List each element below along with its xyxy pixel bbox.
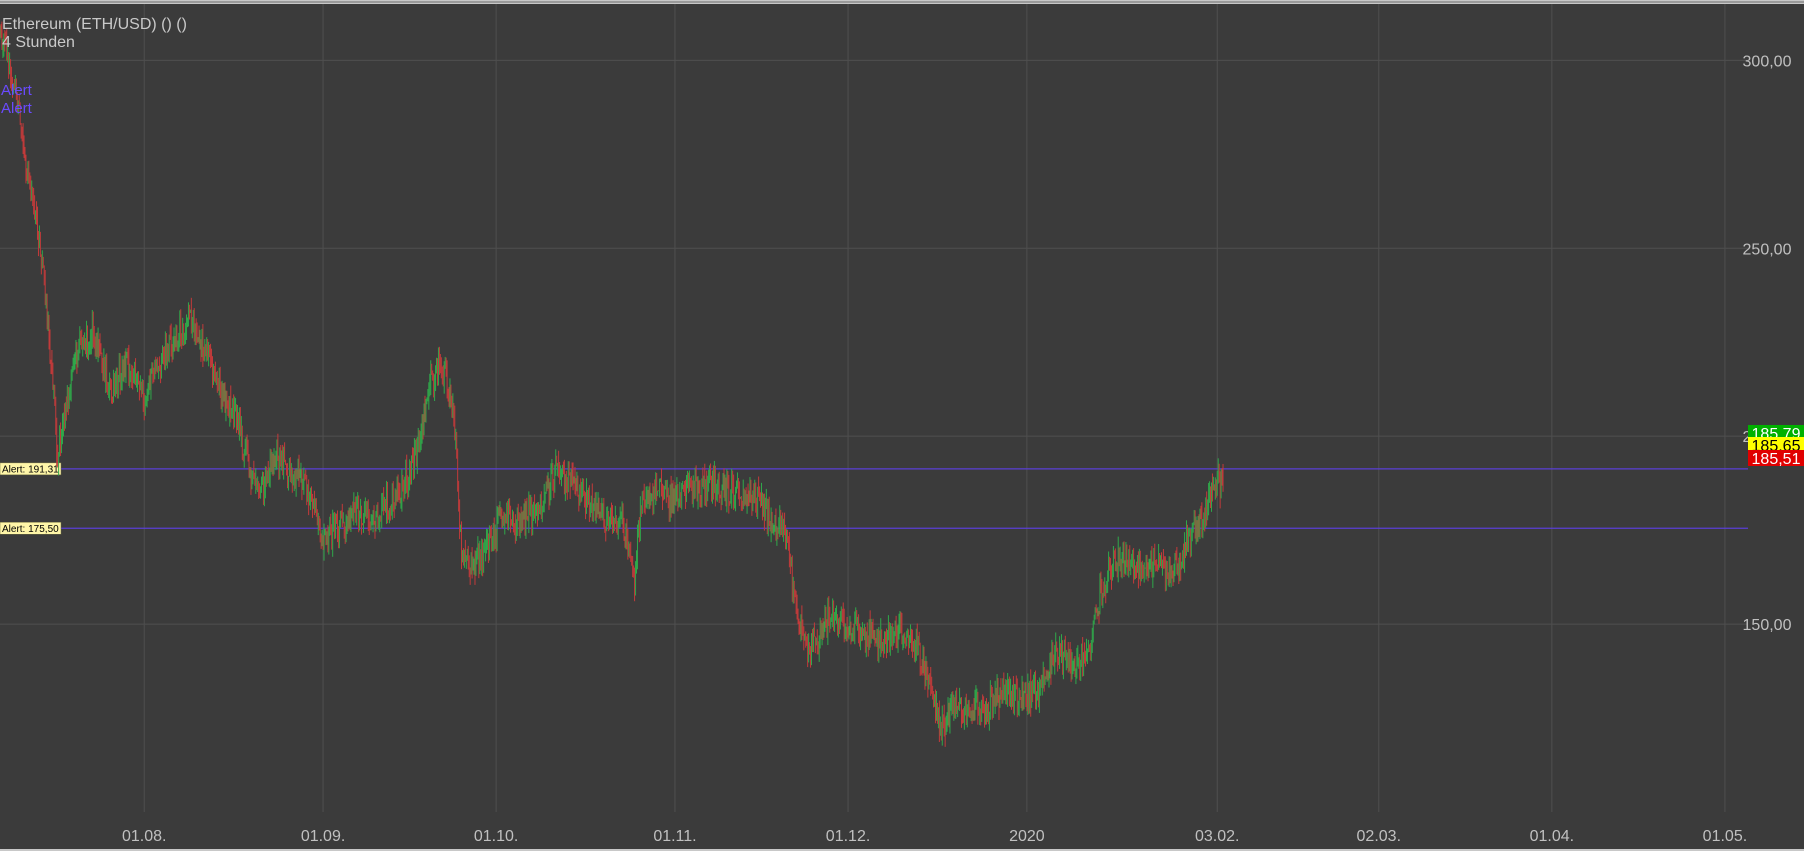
price-tag bbox=[1748, 437, 1804, 453]
chart-subtitle: 4 Stunden bbox=[2, 34, 75, 51]
x-tick-label: 01.08. bbox=[122, 828, 166, 845]
alert-tag[interactable] bbox=[0, 462, 62, 476]
price-tag-text: 185,51 bbox=[1752, 451, 1801, 468]
top-alert-label-1[interactable]: Alert bbox=[1, 82, 33, 99]
alert-tag-text: Alert: 175,50 bbox=[2, 524, 59, 535]
alert-tag[interactable] bbox=[0, 522, 62, 535]
price-tag bbox=[1748, 450, 1804, 466]
x-tick-label: 01.11. bbox=[653, 828, 696, 845]
candles-layer bbox=[0, 21, 1224, 747]
y-tick-label: 300,00 bbox=[1743, 53, 1792, 70]
alert-tag-text: Alert: 191,31 bbox=[2, 464, 59, 475]
x-tick-label: 01.10. bbox=[474, 828, 518, 845]
x-tick-label: 01.05. bbox=[1703, 828, 1747, 845]
x-tick-label: 01.12. bbox=[826, 828, 870, 845]
chart-title: Ethereum (ETH/USD) () () bbox=[2, 16, 187, 33]
x-axis: 01.08. 01.09. 01.10. 01.11. 01.12. 2020 03.02.… bbox=[122, 828, 1747, 845]
x-tick-label: 02.03. bbox=[1357, 828, 1401, 845]
grid-layer bbox=[0, 4, 1748, 812]
y-tick-label: 150,00 bbox=[1743, 617, 1792, 634]
top-alert-label-2[interactable]: Alert bbox=[1, 100, 33, 117]
x-tick-label: 01.04. bbox=[1530, 828, 1574, 845]
x-tick-label: 01.09. bbox=[301, 828, 345, 845]
x-tick-label: 03.02. bbox=[1195, 828, 1239, 845]
plot-background bbox=[0, 4, 1804, 849]
y-tick-label: 250,00 bbox=[1743, 241, 1792, 258]
x-tick-label: 2020 bbox=[1009, 828, 1045, 845]
